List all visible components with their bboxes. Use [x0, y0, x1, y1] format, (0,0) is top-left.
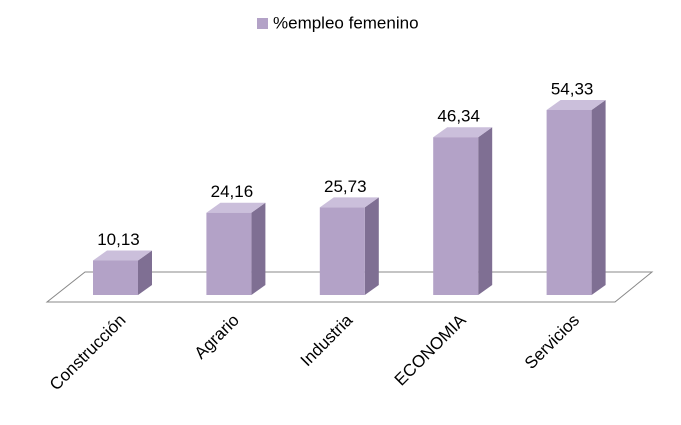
data-label: 54,33: [551, 79, 594, 98]
bar: [546, 110, 592, 295]
data-label: 10,13: [97, 230, 140, 249]
x-tick-label: ECONOMIA: [391, 310, 470, 389]
bar: [93, 260, 138, 295]
x-tick-label: Servicios: [521, 311, 583, 373]
bar-top: [433, 127, 493, 138]
x-tick-label: Industria: [297, 310, 357, 370]
bar-side: [138, 250, 152, 295]
bar-top: [93, 250, 152, 261]
x-tick-label: Construcción: [46, 311, 130, 395]
bar: [206, 212, 252, 295]
legend-label: %empleo femenino: [273, 13, 419, 32]
data-label: 24,16: [211, 182, 254, 201]
bar-top: [319, 197, 379, 208]
data-label: 46,34: [437, 107, 480, 126]
bar-side: [478, 127, 493, 295]
bar-side: [591, 100, 606, 295]
bar-side: [364, 197, 379, 295]
x-tick-label: Agrario: [191, 311, 243, 363]
bar-top: [206, 202, 266, 213]
bar: [433, 137, 479, 295]
bar-top: [546, 100, 606, 111]
legend-swatch: [257, 18, 268, 29]
bar: [319, 207, 365, 295]
bar-side: [251, 202, 266, 295]
data-label: 25,73: [324, 177, 367, 196]
